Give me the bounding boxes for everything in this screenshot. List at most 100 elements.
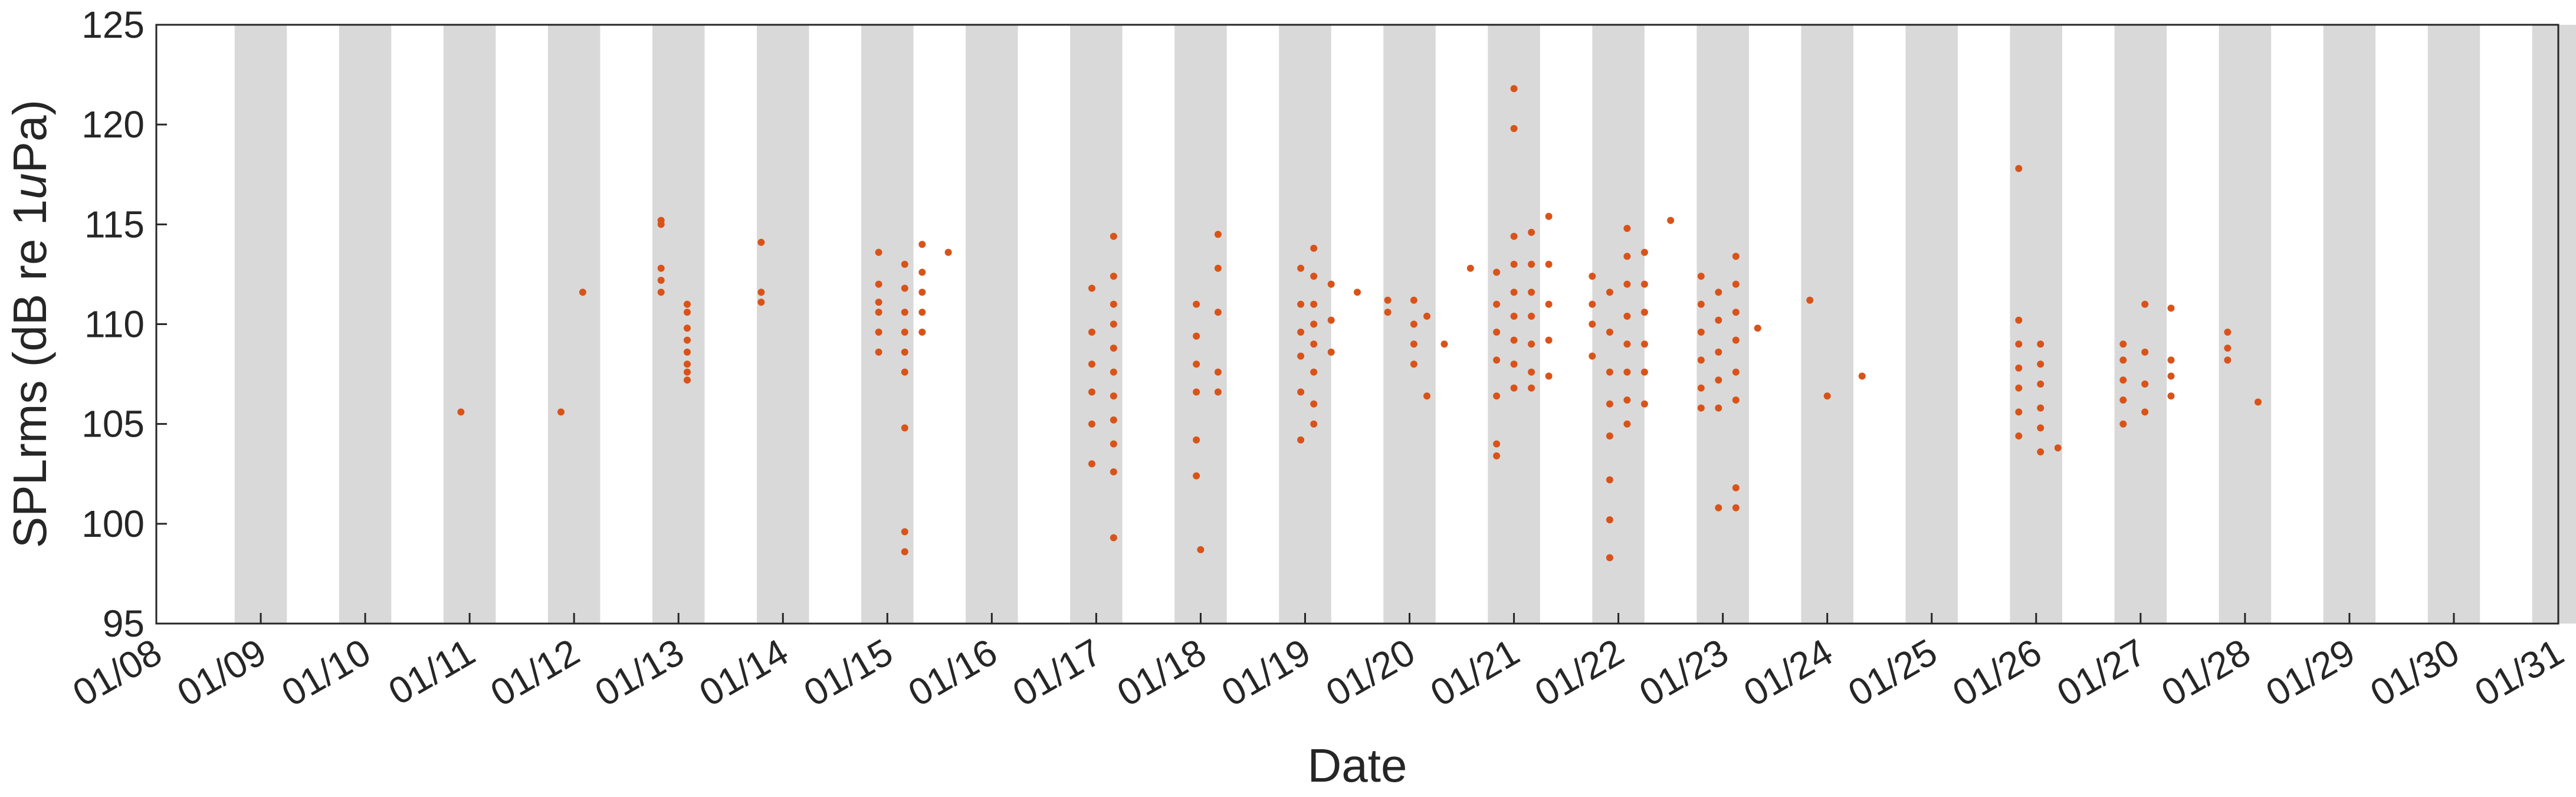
data-point <box>1510 124 1518 132</box>
data-point <box>918 268 926 276</box>
data-point <box>2037 381 2045 388</box>
x-tick-label: 01/25 <box>1841 631 1944 714</box>
data-point <box>1088 329 1095 336</box>
data-point <box>918 329 926 336</box>
night-band <box>2010 25 2063 624</box>
data-point <box>457 408 465 416</box>
x-tick-label: 01/31 <box>2467 631 2571 714</box>
data-point <box>1493 300 1501 308</box>
data-point <box>1697 273 1705 280</box>
night-band <box>966 25 1018 624</box>
data-point <box>875 309 882 316</box>
data-point <box>1510 336 1518 344</box>
night-band <box>2114 25 2167 624</box>
data-point <box>1110 416 1117 424</box>
data-point <box>2255 398 2262 406</box>
data-point <box>1193 360 1200 368</box>
x-axis-title: Date <box>1308 739 1407 792</box>
data-point <box>684 309 691 316</box>
data-point <box>1088 388 1095 396</box>
data-point <box>1640 368 1648 376</box>
data-point <box>1110 468 1117 475</box>
data-point <box>1640 340 1648 348</box>
plot-background <box>156 25 2558 624</box>
data-point <box>657 264 665 272</box>
data-point <box>2167 304 2175 312</box>
night-band <box>443 25 496 624</box>
data-point <box>1088 360 1095 368</box>
data-point <box>1410 340 1417 348</box>
data-point <box>1510 360 1518 368</box>
data-point <box>1088 284 1095 292</box>
x-tick-label: 01/26 <box>1945 631 2049 714</box>
data-point <box>657 221 665 228</box>
data-point <box>1606 288 1613 296</box>
data-point <box>1110 345 1117 352</box>
data-point <box>1528 261 1535 268</box>
data-point <box>1606 516 1613 524</box>
data-point <box>1193 332 1200 340</box>
data-point <box>1545 372 1553 380</box>
x-tick-label: 01/12 <box>483 631 586 714</box>
data-point <box>1732 280 1740 288</box>
data-point <box>1310 368 1318 376</box>
data-points <box>457 85 2262 562</box>
data-point <box>2054 444 2062 452</box>
data-point <box>684 376 691 384</box>
data-point <box>1310 400 1318 408</box>
data-point <box>1732 336 1740 344</box>
data-point <box>2141 408 2149 416</box>
x-tick-label: 01/24 <box>1737 631 1840 714</box>
data-point <box>1528 384 1535 392</box>
y-axis-title-suffix: Pa) <box>4 100 56 173</box>
data-point <box>1640 248 1648 256</box>
data-point <box>1754 324 1761 332</box>
night-band <box>757 25 809 624</box>
data-point <box>2224 329 2232 336</box>
data-point <box>2141 381 2149 388</box>
data-point <box>1697 300 1705 308</box>
data-point <box>2037 424 2045 432</box>
data-point <box>1858 372 1866 380</box>
data-point <box>1214 309 1222 316</box>
data-point <box>1110 232 1117 240</box>
data-point <box>1110 273 1117 280</box>
data-point <box>1606 554 1613 562</box>
data-point <box>1697 356 1705 364</box>
data-point <box>1545 261 1553 268</box>
y-tick-label: 100 <box>81 503 145 545</box>
data-point <box>918 309 926 316</box>
data-point <box>1297 436 1305 444</box>
data-point <box>875 299 882 306</box>
data-point <box>1493 268 1501 276</box>
data-point <box>1110 368 1117 376</box>
data-point <box>1528 288 1535 296</box>
data-point <box>1528 313 1535 320</box>
data-point <box>1197 546 1205 553</box>
data-point <box>2224 345 2232 352</box>
data-point <box>1732 484 1740 491</box>
data-point <box>1493 392 1501 400</box>
data-point <box>1589 320 1596 328</box>
data-point <box>1214 388 1222 396</box>
data-point <box>1623 280 1631 288</box>
data-point <box>2119 396 2127 404</box>
data-point <box>1297 300 1305 308</box>
data-point <box>2119 340 2127 348</box>
data-point <box>1310 420 1318 428</box>
data-point <box>757 238 765 246</box>
data-point <box>2119 420 2127 428</box>
data-point <box>1214 231 1222 238</box>
data-point <box>684 336 691 344</box>
data-point <box>1823 392 1831 400</box>
x-tick-label: 01/09 <box>170 631 273 714</box>
data-point <box>1510 261 1518 268</box>
data-point <box>1528 340 1535 348</box>
data-point <box>1110 392 1117 400</box>
data-point <box>684 348 691 356</box>
data-point <box>918 241 926 248</box>
data-point <box>657 288 665 296</box>
night-band <box>1174 25 1227 624</box>
data-point <box>1623 340 1631 348</box>
